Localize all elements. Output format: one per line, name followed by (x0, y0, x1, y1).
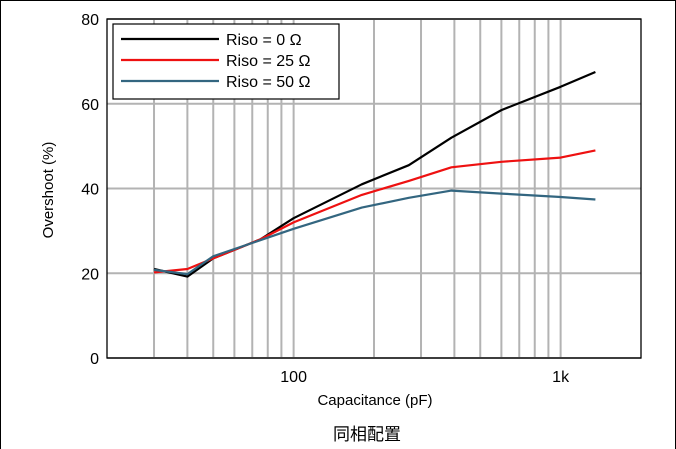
series-line-2 (153, 189, 596, 276)
x-tick-label: 1k (552, 369, 570, 386)
plot-area-border (106, 18, 642, 359)
legend-entry-riso-50: Riso = 50 Ω (226, 74, 310, 91)
y-tick-label: 40 (81, 182, 99, 199)
x-axis-label: Capacitance (pF) (317, 392, 432, 409)
legend-entry-riso-25: Riso = 25 Ω (226, 53, 310, 70)
legend: Riso = 0 Ω Riso = 25 Ω Riso = 50 Ω (112, 23, 340, 100)
y-tick-label: 20 (81, 266, 99, 283)
legend-entry-riso-0: Riso = 0 Ω (226, 32, 302, 49)
y-tick-label: 60 (81, 97, 99, 114)
figure-caption: 同相配置 (333, 425, 401, 445)
x-tick-label: 100 (280, 369, 307, 386)
x-tick-labels: 100 1k (280, 369, 570, 386)
y-axis-label: Overshoot (%) (40, 142, 57, 239)
legend-box (112, 23, 340, 100)
y-tick-label: 80 (81, 12, 99, 29)
y-tick-labels: 0 20 40 60 80 (81, 12, 99, 368)
series-line-0 (153, 70, 596, 278)
data-series (153, 70, 596, 278)
y-tick-label: 0 (90, 351, 99, 368)
